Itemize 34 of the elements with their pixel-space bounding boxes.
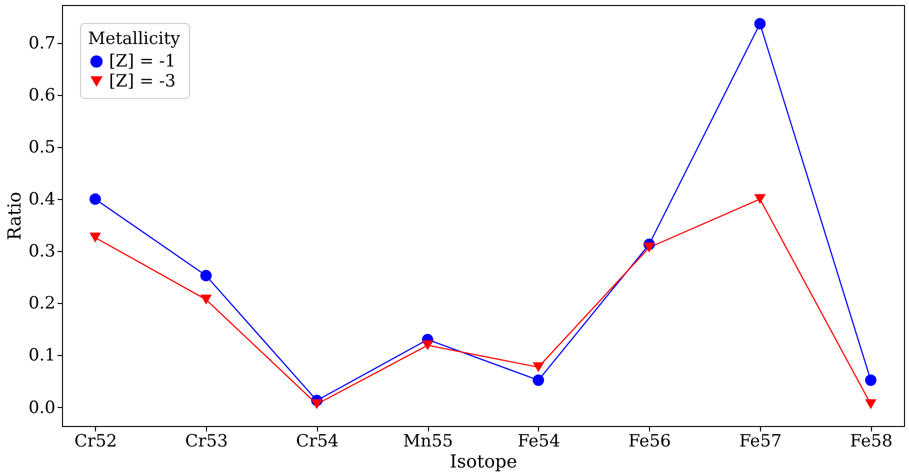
x-tick-label: Fe58 <box>850 432 893 452</box>
point <box>754 18 766 30</box>
x-tick-label: Cr52 <box>74 432 118 452</box>
y-tick-label: 0.7 <box>28 33 56 54</box>
x-tick-label: Fe56 <box>628 432 671 452</box>
point <box>532 374 544 386</box>
point <box>865 399 876 410</box>
x-tick-label: Fe54 <box>518 432 560 452</box>
x-tick-label: Mn55 <box>403 432 454 452</box>
point <box>754 194 766 204</box>
point <box>90 232 101 243</box>
point <box>865 374 876 386</box>
point <box>200 294 212 304</box>
y-tick-label: 0.1 <box>28 346 56 366</box>
y-axis-title: Ratio <box>4 192 26 240</box>
point <box>643 242 655 252</box>
y-tick-label: 0.3 <box>28 242 56 262</box>
legend-label: [Z] = -1 <box>109 52 176 72</box>
point <box>90 193 101 205</box>
y-tick-label: 0.0 <box>28 398 56 418</box>
point <box>200 270 212 282</box>
point <box>311 399 323 410</box>
y-tick-label: 0.4 <box>28 190 56 210</box>
point <box>532 362 544 372</box>
y-tick-label: 0.2 <box>28 294 56 314</box>
x-tick-label: Cr54 <box>296 432 339 452</box>
x-tick-label: Cr53 <box>185 432 228 452</box>
y-tick-label: 0.6 <box>28 86 56 106</box>
x-axis-title: Isotope <box>450 452 518 472</box>
x-tick-label: Fe57 <box>739 432 782 452</box>
legend-label: [Z] = -3 <box>109 72 176 92</box>
legend-title: Metallicity <box>88 29 181 49</box>
y-tick-label: 0.5 <box>28 138 56 158</box>
point <box>422 340 434 350</box>
